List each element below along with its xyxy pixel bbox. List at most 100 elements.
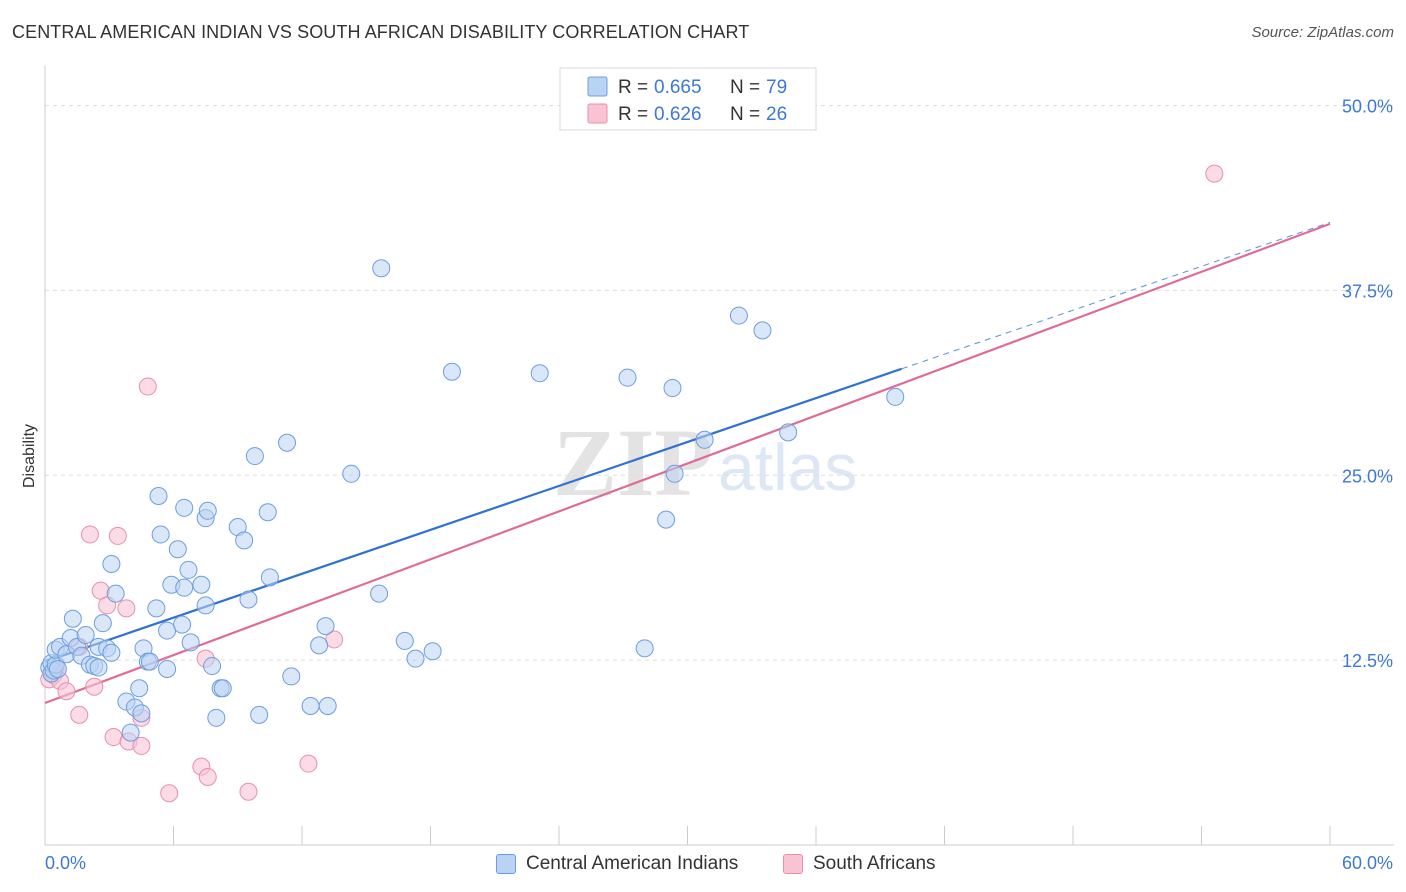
- central-american-indian-point: [278, 433, 297, 452]
- central-american-indian-point: [729, 306, 748, 325]
- central-american-indian-point: [663, 379, 682, 398]
- south-african-point: [108, 526, 127, 545]
- central-american-indian-point: [250, 705, 269, 724]
- central-american-indian-point: [175, 498, 194, 517]
- central-american-indian-point: [657, 510, 676, 529]
- central-american-indian-point: [442, 362, 461, 381]
- legend-blue-r-label: R =: [618, 77, 653, 98]
- central-american-indian-point: [158, 621, 177, 640]
- central-american-indian-point: [63, 609, 82, 628]
- south-african-point: [132, 736, 151, 755]
- south-african-point: [117, 599, 136, 618]
- central-american-indian-point: [753, 321, 772, 340]
- south-african-point: [70, 705, 89, 724]
- bottom-legend-blue: Central American Indians: [496, 852, 738, 876]
- x-tick-label: 60.0%: [1342, 853, 1393, 873]
- central-american-indian-point: [635, 639, 654, 658]
- central-american-indian-point: [198, 501, 217, 520]
- south-african-point: [1205, 164, 1224, 183]
- central-american-indian-point: [239, 590, 258, 609]
- central-american-indian-point: [106, 584, 125, 603]
- central-american-indian-point: [779, 423, 798, 442]
- central-american-indian-point: [121, 723, 140, 742]
- central-american-indian-point: [618, 368, 637, 387]
- central-american-indian-point: [149, 486, 168, 505]
- axes: [44, 66, 1394, 846]
- central-american-indian-point: [282, 667, 301, 686]
- south-african-point: [104, 728, 123, 747]
- legend-swatch-pink: [587, 103, 608, 124]
- central-american-indian-point: [102, 555, 121, 574]
- legend-box: R = 0.665 N = 79 R = 0.626 N = 26: [559, 67, 817, 131]
- central-american-indian-point: [48, 660, 67, 679]
- legend-pink-n-value: 26: [766, 104, 787, 125]
- central-american-indian-point: [175, 578, 194, 597]
- central-american-indian-point: [318, 696, 337, 715]
- central-american-indian-point: [132, 704, 151, 723]
- south-african-trend-line: [44, 222, 1331, 705]
- south-african-point: [299, 754, 318, 773]
- gridlines: [45, 105, 1394, 661]
- y-tick-label: 25.0%: [1342, 466, 1393, 486]
- bottom-legend-blue-label: Central American Indians: [526, 853, 739, 874]
- y-tick-label: 12.5%: [1342, 651, 1393, 671]
- central-american-indian-point: [886, 387, 905, 406]
- central-american-indian-point: [207, 708, 226, 727]
- y-axis-label: Disability: [21, 424, 38, 488]
- central-american-indian-point: [395, 631, 414, 650]
- trend-lines: [44, 221, 1331, 705]
- legend-pink-r-value: 0.626: [654, 104, 702, 125]
- central-american-indian-point: [423, 642, 442, 661]
- central-american-indian-point: [89, 658, 108, 677]
- legend-blue-n-value: 79: [766, 77, 787, 98]
- bottom-legend-pink: South Africans: [783, 852, 936, 876]
- central-american-indian-point: [181, 633, 200, 652]
- south-african-point: [239, 782, 258, 801]
- central-american-indian-point: [406, 649, 425, 668]
- central-american-indian-point: [530, 364, 549, 383]
- central-american-indian-point: [173, 615, 192, 634]
- central-american-indian-point: [695, 430, 714, 449]
- legend-blue-r-value: 0.665: [654, 77, 702, 98]
- central-american-indian-point: [301, 696, 320, 715]
- legend-blue-n-label: N =: [730, 77, 765, 98]
- south-african-point: [57, 682, 76, 701]
- tick-labels: 12.5% 25.0% 37.5% 50.0% 0.0% 60.0%: [45, 97, 1393, 873]
- central-american-indian-point: [203, 657, 222, 676]
- watermark-zip: ZIP: [553, 409, 713, 516]
- central-american-indian-point: [213, 679, 232, 698]
- central-american-indian-point: [310, 636, 329, 655]
- central-american-indian-point: [372, 259, 391, 278]
- bottom-legend-pink-swatch: [783, 854, 803, 874]
- legend-swatch-blue: [587, 76, 608, 97]
- central-american-indian-point: [140, 652, 159, 671]
- south-african-point: [160, 784, 179, 803]
- central-american-indian-point: [196, 596, 215, 615]
- central-american-indian-trend-line: [44, 367, 903, 663]
- central-american-indian-point: [192, 575, 211, 594]
- watermark: ZIP atlas: [553, 409, 857, 516]
- y-tick-label: 50.0%: [1342, 97, 1393, 117]
- south-african-point: [198, 767, 217, 786]
- bottom-legend: Central American Indians South Africans: [0, 852, 1406, 878]
- south-african-point: [85, 677, 104, 696]
- central-american-indian-point: [147, 599, 166, 618]
- central-american-indian-point: [130, 679, 149, 698]
- chart-title: CENTRAL AMERICAN INDIAN VS SOUTH AFRICAN…: [12, 22, 750, 42]
- central-american-indian-point: [342, 464, 361, 483]
- south-african-point: [80, 525, 99, 544]
- south-african-point: [138, 377, 157, 396]
- bottom-legend-pink-label: South Africans: [813, 853, 936, 874]
- central-american-indian-point: [151, 525, 170, 544]
- central-american-indian-point: [370, 584, 389, 603]
- central-american-indian-point: [665, 464, 684, 483]
- central-american-indian-points: [40, 259, 905, 742]
- central-american-indian-point: [179, 560, 198, 579]
- bottom-legend-blue-swatch: [496, 854, 516, 874]
- central-american-indian-point: [168, 540, 187, 559]
- legend-pink-r-label: R =: [618, 104, 653, 125]
- central-american-indian-point: [316, 617, 335, 636]
- central-american-indian-point: [76, 626, 95, 645]
- central-american-indian-point: [93, 614, 112, 633]
